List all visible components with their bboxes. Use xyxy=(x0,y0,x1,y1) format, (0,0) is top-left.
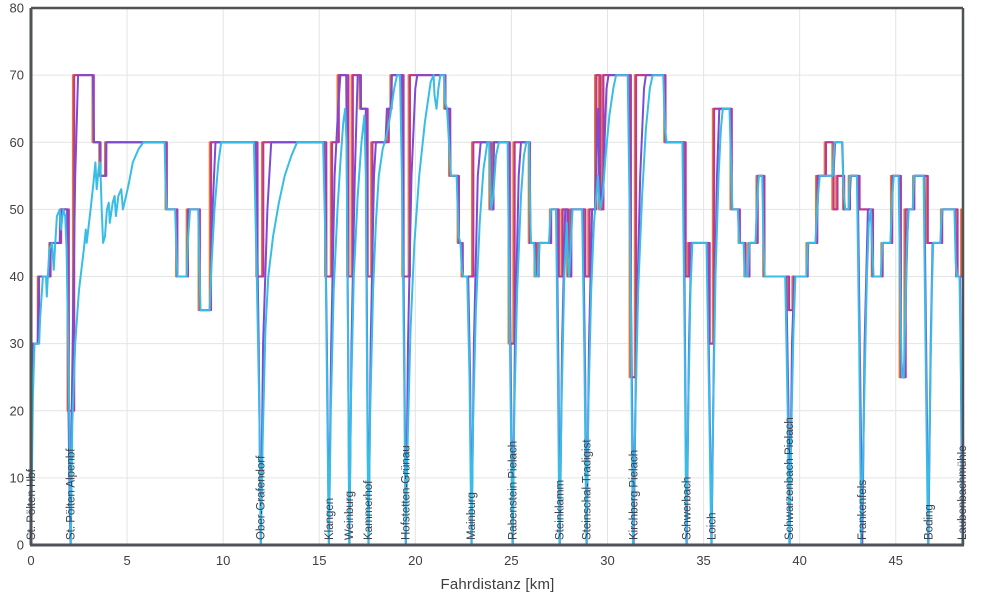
station-label: Schwerbach xyxy=(681,477,693,540)
station-label: Weinburg xyxy=(344,491,356,540)
x-tick-label: 30 xyxy=(600,553,614,568)
station-label: Steinklamm xyxy=(554,480,566,540)
series-train-speed-1 xyxy=(30,74,964,546)
x-axis-label: Fahrdistanz [km] xyxy=(440,576,555,593)
station-label: Mainburg xyxy=(466,492,478,540)
x-tick-label: 5 xyxy=(123,553,130,568)
station-label: Hofstetten-Grünau xyxy=(401,445,413,540)
station-label: Laubenbachmühle xyxy=(957,445,969,540)
x-tick-label: 35 xyxy=(696,553,710,568)
x-tick-label: 45 xyxy=(889,553,903,568)
x-tick-label: 0 xyxy=(27,553,34,568)
station-label: Ober-Grafendorf xyxy=(256,455,268,540)
y-tick-label: 60 xyxy=(10,135,24,150)
x-tick-label: 25 xyxy=(504,553,518,568)
station-label: St. Pölten Hbf xyxy=(26,468,38,540)
station-label: Kammerhof xyxy=(363,480,375,540)
x-tick-label: 15 xyxy=(312,553,326,568)
x-tick-label: 20 xyxy=(408,553,422,568)
y-tick-label: 80 xyxy=(10,1,24,16)
y-tick-label: 10 xyxy=(10,470,24,485)
y-tick-label: 30 xyxy=(10,336,24,351)
station-label: Schwarzenbach Pielach xyxy=(784,417,796,540)
station-label: Kirchberg Pielach xyxy=(628,450,640,540)
x-tick-label: 40 xyxy=(792,553,806,568)
y-tick-label: 20 xyxy=(10,403,24,418)
station-label: Loich xyxy=(706,513,718,541)
series-speed-limit-1 xyxy=(31,74,963,412)
series-train-speed-2 xyxy=(30,74,964,546)
y-tick-label: 0 xyxy=(17,538,24,553)
x-tick-label: 10 xyxy=(216,553,230,568)
station-label: St. Pölten Alpenbf xyxy=(65,448,77,540)
y-tick-label: 70 xyxy=(10,68,24,83)
station-label: Boding xyxy=(923,504,935,540)
y-tick-label: 40 xyxy=(10,269,24,284)
station-label: Frankenfels xyxy=(857,480,869,540)
station-label: Klangen xyxy=(324,498,336,540)
station-label: Steinschal-Tradigist xyxy=(581,439,593,540)
station-label: Rabenstein Pielach xyxy=(507,441,519,540)
series-speed-limit-2 xyxy=(32,74,964,412)
y-tick-label: 50 xyxy=(10,202,24,217)
